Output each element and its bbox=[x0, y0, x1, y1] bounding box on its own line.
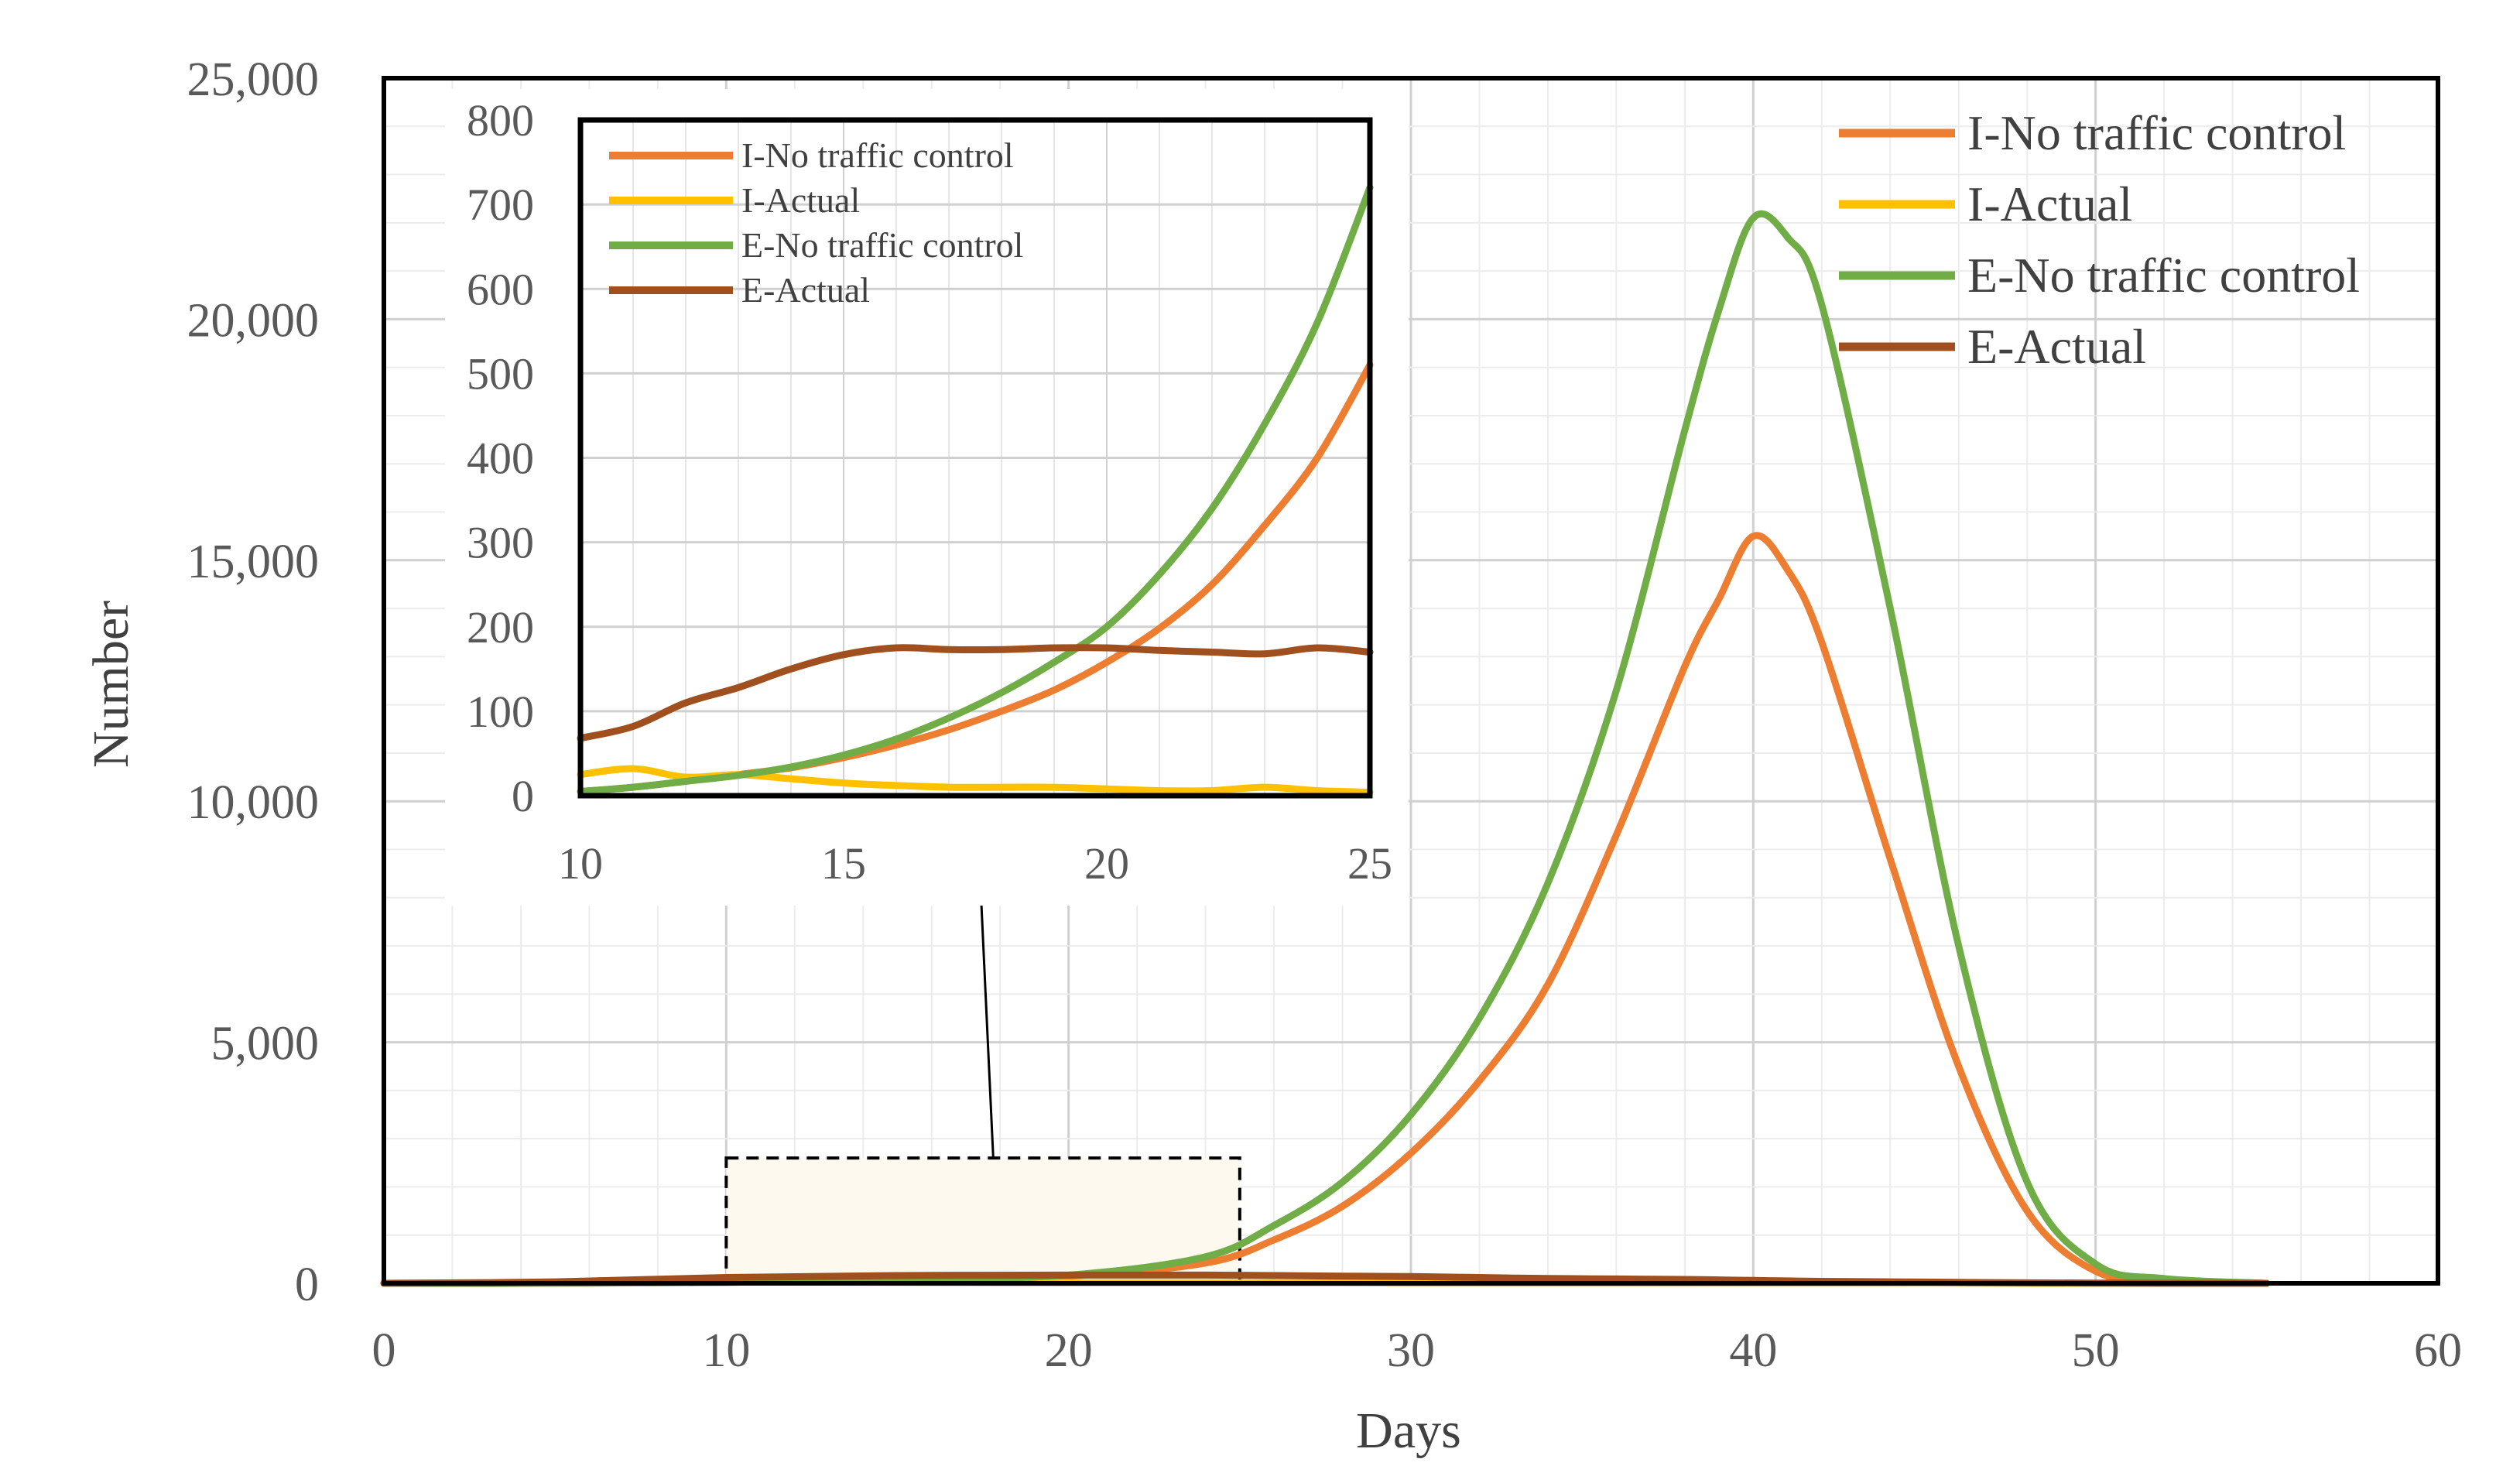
inset-y-tick-label: 600 bbox=[467, 264, 534, 314]
main-y-tick-label: 20,000 bbox=[187, 294, 320, 347]
x-axis-title: Days bbox=[1356, 1403, 1461, 1459]
main-x-tick-label: 60 bbox=[2414, 1324, 2462, 1377]
main-legend-label-i-no-traffic-control: I-No traffic control bbox=[1967, 105, 2346, 160]
main-legend: I-No traffic control I-Actual E-No traffic… bbox=[1839, 105, 2360, 374]
inset-legend-label-e-actual: E-Actual bbox=[741, 270, 870, 310]
main-x-tick-label: 40 bbox=[1729, 1324, 1777, 1377]
y-axis-title: Number bbox=[83, 601, 139, 768]
inset-line-e-no-traffic-control bbox=[577, 183, 1374, 795]
inset-x-tick-label: 15 bbox=[821, 838, 866, 889]
inset-x-tick-label: 20 bbox=[1084, 838, 1129, 889]
main-tick-labels: 0 10 20 30 40 50 6005,00010,00015,00020,00025,… bbox=[187, 53, 2463, 1377]
inset-legend-label-i-actual: I-Actual bbox=[741, 180, 860, 220]
inset-y-tick-label: 500 bbox=[467, 348, 534, 399]
main-x-tick-label: 50 bbox=[2072, 1324, 2120, 1377]
inset-y-tick-label: 100 bbox=[467, 687, 534, 737]
inset-y-tick-label: 300 bbox=[467, 518, 534, 568]
main-legend-label-e-no-traffic-control: E-No traffic control bbox=[1967, 248, 2360, 303]
zoom-region bbox=[724, 1156, 1241, 1286]
inset-x-tick-label: 25 bbox=[1347, 838, 1392, 889]
main-y-tick-label: 25,000 bbox=[187, 53, 320, 106]
inset-x-tick-label: 10 bbox=[558, 838, 603, 889]
inset-y-tick-label: 700 bbox=[467, 180, 534, 230]
inset-line-e-actual bbox=[577, 644, 1374, 742]
main-plot-frame bbox=[382, 76, 2440, 1286]
main-y-tick-label: 5,000 bbox=[211, 1018, 320, 1070]
main-y-tick-label: 15,000 bbox=[187, 536, 320, 588]
inset-legend-label-i-no-traffic-control: I-No traffic control bbox=[741, 135, 1014, 175]
inset-series-lines bbox=[577, 183, 1374, 796]
inset-plot-frame bbox=[577, 117, 1373, 799]
inset-y-tick-label: 0 bbox=[512, 771, 534, 821]
main-x-tick-label: 20 bbox=[1045, 1324, 1093, 1377]
main-legend-label-i-actual: I-Actual bbox=[1967, 176, 2132, 231]
inset-tick-labels: 10 15 20 25 0 100 200 300 400 500 600 700 800 bbox=[467, 95, 1392, 889]
main-y-tick-label: 10,000 bbox=[187, 776, 320, 829]
inset-legend-label-e-no-traffic-control: E-No traffic control bbox=[741, 225, 1023, 265]
main-y-tick-label: 0 bbox=[295, 1259, 319, 1311]
inset-chart: 10 15 20 25 0 100 200 300 400 500 600 700 800 I-No t… bbox=[445, 89, 1409, 906]
main-x-tick-label: 30 bbox=[1387, 1324, 1435, 1377]
zoom-region-box bbox=[724, 1156, 1241, 1286]
inset-y-tick-label: 400 bbox=[467, 433, 534, 484]
main-legend-label-e-actual: E-Actual bbox=[1967, 319, 2146, 374]
main-x-tick-label: 10 bbox=[702, 1324, 750, 1377]
inset-y-tick-label: 800 bbox=[467, 95, 534, 146]
inset-legend: I-No traffic control I-Actual E-No traffic… bbox=[609, 135, 1023, 310]
inset-y-tick-label: 200 bbox=[467, 602, 534, 652]
main-x-tick-label: 0 bbox=[372, 1324, 396, 1377]
